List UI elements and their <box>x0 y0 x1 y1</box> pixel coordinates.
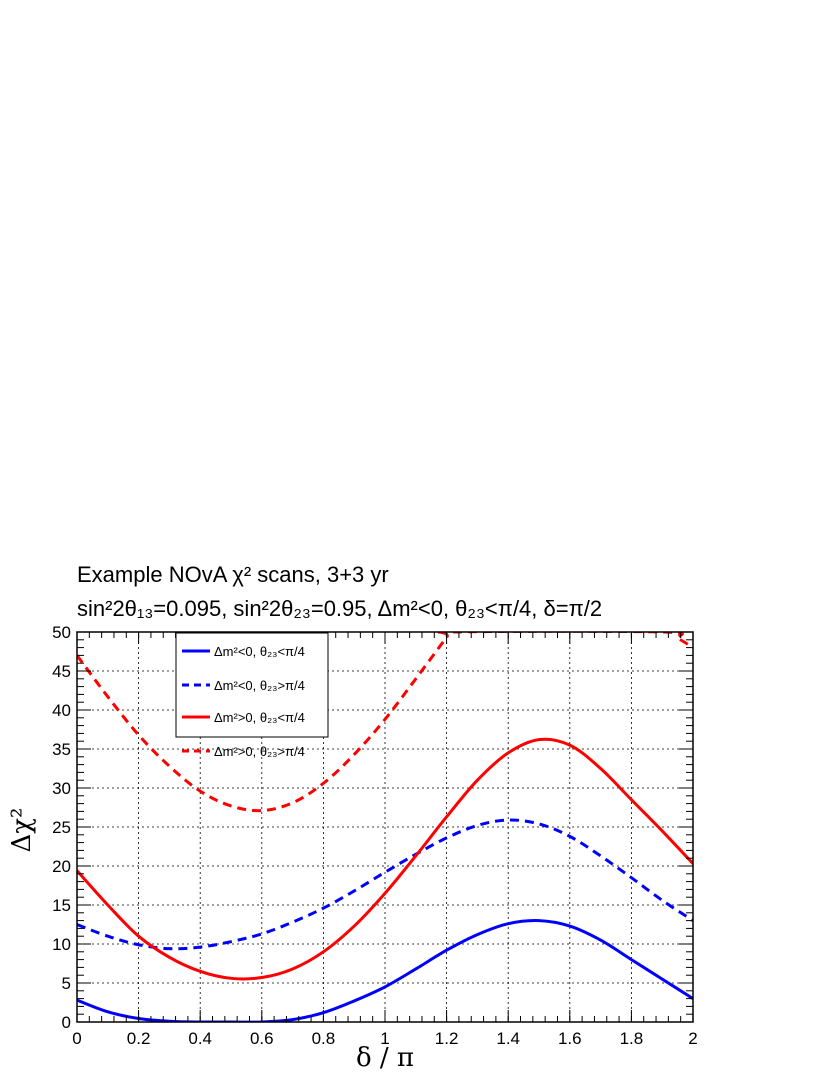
x-tick-labels: 0 0.2 0.4 0.6 0.8 1 1.2 1.4 1.6 1.8 2 <box>72 1029 697 1048</box>
x-tick-label: 1.2 <box>435 1029 459 1048</box>
x-tick-label: 2 <box>688 1029 697 1048</box>
y-tick-label: 45 <box>52 662 71 681</box>
legend-label: Δm²<0, θ₂₃>π/4 <box>214 678 305 693</box>
chart-title-line2: sin²2θ₁₃=0.095, sin²2θ₂₃=0.95, Δm²<0, θ₂… <box>77 596 602 621</box>
grid <box>77 632 693 1022</box>
y-tick-label: 30 <box>52 779 71 798</box>
x-tick-label: 0.8 <box>312 1029 336 1048</box>
legend: Δm²<0, θ₂₃<π/4 Δm²<0, θ₂₃>π/4 Δm²>0, θ₂₃… <box>175 632 329 759</box>
y-tick-label: 0 <box>62 1013 71 1032</box>
y-tick-label: 50 <box>52 623 71 642</box>
chart-title-line1: Example NOvA χ² scans, 3+3 yr <box>77 562 389 587</box>
x-tick-label: 0 <box>72 1029 81 1048</box>
x-tick-label: 0.4 <box>188 1029 212 1048</box>
y-tick-label: 5 <box>62 974 71 993</box>
x-tick-label: 0.2 <box>127 1029 151 1048</box>
legend-label: Δm²>0, θ₂₃>π/4 <box>214 744 305 759</box>
series-line-pos-high-octant <box>77 632 693 813</box>
series-line-pos-low-octant <box>77 737 693 981</box>
y-tick-label: 40 <box>52 701 71 720</box>
y-tick-labels: 0 5 10 15 20 25 30 35 40 45 50 <box>52 623 71 1032</box>
x-tick-label: 1.6 <box>558 1029 582 1048</box>
y-tick-label: 15 <box>52 896 71 915</box>
series-line-nh-high-octant-neg <box>77 818 693 951</box>
legend-label: Δm²>0, θ₂₃<π/4 <box>214 710 305 725</box>
series-line-nh-low-octant-neg <box>77 919 693 1022</box>
x-tick-label: 0.6 <box>250 1029 274 1048</box>
y-axis-label: Δχ² <box>7 808 37 853</box>
x-tick-label: 1.8 <box>620 1029 644 1048</box>
y-tick-label: 35 <box>52 740 71 759</box>
y-tick-label: 25 <box>52 818 71 837</box>
x-axis-label: δ / π <box>356 1043 414 1073</box>
x-tick-label: 1 <box>380 1029 389 1048</box>
x-tick-label: 1.4 <box>496 1029 520 1048</box>
y-tick-label: 10 <box>52 935 71 954</box>
y-tick-label: 20 <box>52 857 71 876</box>
legend-label: Δm²<0, θ₂₃<π/4 <box>214 644 305 659</box>
